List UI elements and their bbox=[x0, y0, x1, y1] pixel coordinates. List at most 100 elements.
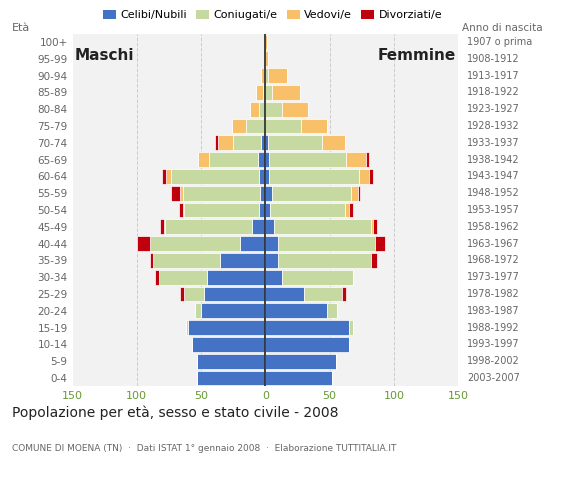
Bar bbox=[155, 270, 159, 285]
Bar bbox=[272, 85, 300, 100]
Bar bbox=[180, 186, 183, 201]
Bar bbox=[179, 203, 183, 217]
Bar bbox=[262, 68, 264, 83]
Bar bbox=[201, 303, 266, 318]
Bar bbox=[282, 270, 353, 285]
Bar bbox=[137, 236, 150, 251]
Bar bbox=[260, 186, 266, 201]
Bar bbox=[371, 219, 374, 234]
Bar bbox=[184, 287, 204, 301]
Bar bbox=[349, 203, 353, 217]
Bar bbox=[250, 102, 259, 117]
Bar bbox=[154, 253, 220, 268]
Bar bbox=[192, 337, 266, 352]
Bar bbox=[266, 371, 332, 385]
Text: 1953-1957: 1953-1957 bbox=[467, 205, 520, 215]
Text: 1913-1917: 1913-1917 bbox=[467, 71, 519, 81]
Bar bbox=[218, 135, 233, 150]
Bar bbox=[246, 119, 264, 133]
Bar bbox=[188, 320, 266, 335]
Bar bbox=[302, 119, 327, 133]
Text: 1998-2002: 1998-2002 bbox=[467, 356, 520, 366]
Bar bbox=[266, 135, 268, 150]
Bar bbox=[165, 219, 252, 234]
Bar bbox=[252, 219, 266, 234]
Bar bbox=[259, 203, 266, 217]
Bar bbox=[266, 152, 269, 167]
Bar bbox=[269, 169, 359, 184]
Bar bbox=[268, 68, 287, 83]
Bar bbox=[160, 219, 164, 234]
Text: 1938-1942: 1938-1942 bbox=[467, 155, 519, 165]
Bar bbox=[272, 186, 351, 201]
Bar bbox=[359, 169, 369, 184]
Text: 1948-1952: 1948-1952 bbox=[467, 188, 520, 198]
Bar bbox=[266, 186, 272, 201]
Bar bbox=[259, 102, 266, 117]
Bar bbox=[150, 253, 154, 268]
Bar bbox=[259, 169, 266, 184]
Bar bbox=[159, 270, 208, 285]
Bar bbox=[183, 203, 184, 217]
Bar bbox=[282, 102, 308, 117]
Bar bbox=[266, 253, 278, 268]
Bar bbox=[266, 303, 327, 318]
Bar bbox=[180, 287, 184, 301]
Bar bbox=[198, 152, 209, 167]
Bar bbox=[264, 68, 266, 83]
Bar bbox=[256, 85, 263, 100]
Bar bbox=[342, 287, 346, 301]
Bar bbox=[278, 236, 375, 251]
Text: Popolazione per età, sesso e stato civile - 2008: Popolazione per età, sesso e stato civil… bbox=[12, 406, 338, 420]
Text: 1933-1937: 1933-1937 bbox=[467, 138, 519, 148]
Bar bbox=[162, 169, 166, 184]
Bar bbox=[365, 152, 369, 167]
Bar bbox=[183, 186, 260, 201]
Legend: Celibi/Nubili, Coniugati/e, Vedovi/e, Divorziati/e: Celibi/Nubili, Coniugati/e, Vedovi/e, Di… bbox=[98, 6, 447, 25]
Bar bbox=[197, 354, 266, 369]
Bar bbox=[195, 303, 201, 318]
Bar bbox=[172, 169, 259, 184]
Bar bbox=[262, 135, 266, 150]
Bar bbox=[369, 169, 374, 184]
Text: COMUNE DI MOENA (TN)  ·  Dati ISTAT 1° gennaio 2008  ·  Elaborazione TUTTITALIA.: COMUNE DI MOENA (TN) · Dati ISTAT 1° gen… bbox=[12, 444, 396, 453]
Bar bbox=[264, 119, 266, 133]
Bar bbox=[274, 219, 371, 234]
Text: 1907 o prima: 1907 o prima bbox=[467, 37, 532, 47]
Bar bbox=[374, 219, 377, 234]
Text: 1928-1932: 1928-1932 bbox=[467, 121, 520, 131]
Text: 1973-1977: 1973-1977 bbox=[467, 272, 520, 282]
Text: 1958-1962: 1958-1962 bbox=[467, 222, 520, 232]
Text: 1993-1997: 1993-1997 bbox=[467, 339, 519, 349]
Bar bbox=[266, 35, 267, 49]
Bar bbox=[164, 219, 165, 234]
Bar bbox=[371, 253, 377, 268]
Text: 1963-1967: 1963-1967 bbox=[467, 239, 519, 249]
Bar bbox=[184, 203, 259, 217]
Text: Maschi: Maschi bbox=[75, 48, 135, 63]
Bar bbox=[266, 337, 349, 352]
Text: Anno di nascita: Anno di nascita bbox=[462, 23, 543, 33]
Text: 1968-1972: 1968-1972 bbox=[467, 255, 520, 265]
Text: 2003-2007: 2003-2007 bbox=[467, 373, 520, 383]
Text: Età: Età bbox=[12, 23, 30, 33]
Text: 1943-1947: 1943-1947 bbox=[467, 171, 519, 181]
Bar bbox=[349, 320, 353, 335]
Text: 1908-1912: 1908-1912 bbox=[467, 54, 519, 64]
Bar bbox=[327, 303, 338, 318]
Bar bbox=[345, 203, 349, 217]
Bar bbox=[186, 320, 188, 335]
Bar bbox=[269, 152, 346, 167]
Bar bbox=[266, 354, 336, 369]
Bar bbox=[346, 152, 365, 167]
Bar bbox=[266, 219, 274, 234]
Bar bbox=[204, 287, 266, 301]
Text: 1918-1922: 1918-1922 bbox=[467, 87, 520, 97]
Bar bbox=[233, 135, 262, 150]
Bar bbox=[266, 68, 268, 83]
Bar bbox=[322, 135, 345, 150]
Bar bbox=[266, 320, 349, 335]
Bar bbox=[150, 236, 240, 251]
Bar bbox=[215, 135, 218, 150]
Bar bbox=[304, 287, 342, 301]
